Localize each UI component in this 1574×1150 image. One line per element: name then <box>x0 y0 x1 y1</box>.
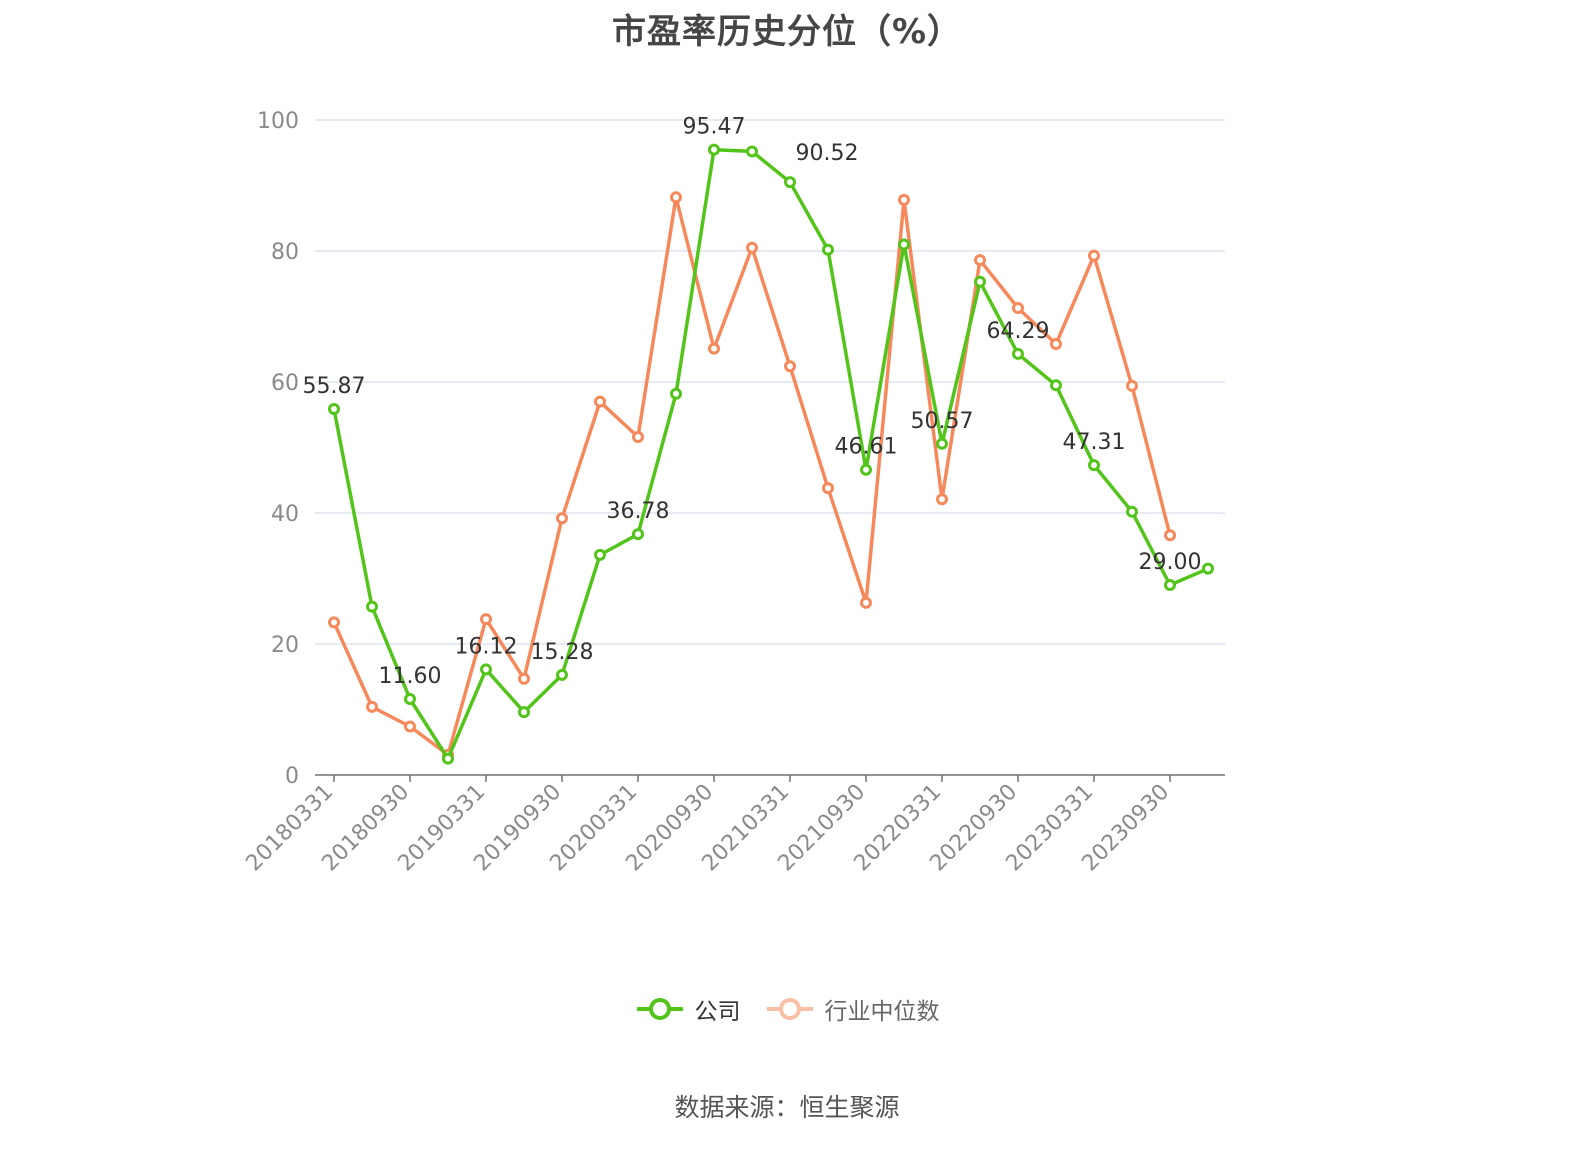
series-point-0 <box>784 176 796 189</box>
series-point-1 <box>898 193 910 206</box>
y-tick-label: 60 <box>271 371 299 396</box>
series-point-1 <box>404 720 416 733</box>
series-point-1 <box>1126 379 1138 392</box>
series-layer <box>328 143 1214 765</box>
series-point-0 <box>1164 579 1176 592</box>
series-point-0 <box>670 387 682 400</box>
series-point-0 <box>860 463 872 476</box>
legend-label-company: 公司 <box>694 999 741 1025</box>
data-source: 数据来源：恒生聚源 <box>674 1093 900 1122</box>
series-point-0 <box>366 600 378 613</box>
series-point-1 <box>822 482 834 495</box>
series-point-1 <box>708 342 720 355</box>
series-point-1 <box>1164 529 1176 542</box>
data-label: 50.57 <box>911 409 974 434</box>
data-labels: 55.87 11.60 16.12 15.28 36.78 95.47 90.52 46.61… <box>303 115 1202 689</box>
series-point-1 <box>670 191 682 204</box>
y-tick-label: 20 <box>271 633 299 658</box>
grid-lines <box>315 119 1225 645</box>
series-point-0 <box>974 275 986 288</box>
series-point-0 <box>404 693 416 706</box>
series-point-1 <box>518 672 530 685</box>
series-point-0 <box>746 145 758 158</box>
series-point-0 <box>1012 347 1024 360</box>
data-label: 64.29 <box>987 319 1050 344</box>
legend-industry-median-icon <box>766 998 813 1020</box>
legend-label-industry-median: 行业中位数 <box>824 999 940 1025</box>
series-point-1 <box>746 241 758 254</box>
data-label: 55.87 <box>303 374 366 399</box>
series-point-1 <box>366 700 378 713</box>
series-point-0 <box>518 706 530 719</box>
legend-item-company[interactable]: 公司 <box>635 992 741 1026</box>
chart-legend: 公司 行业中位数 <box>0 992 1574 1026</box>
y-tick-label: 0 <box>285 764 299 789</box>
series-point-0 <box>556 668 568 681</box>
series-point-1 <box>784 360 796 373</box>
series-point-1 <box>860 596 872 609</box>
series-point-1 <box>1050 338 1062 351</box>
series-point-1 <box>480 613 492 626</box>
data-label: 90.52 <box>796 141 859 166</box>
series-point-0 <box>442 752 454 765</box>
legend-company-icon <box>636 998 683 1020</box>
series-point-0 <box>1050 379 1062 392</box>
series-point-0 <box>1202 562 1214 575</box>
y-tick-label: 40 <box>271 502 299 527</box>
data-label: 16.12 <box>455 634 518 659</box>
series-point-0 <box>1126 505 1138 518</box>
series-point-0 <box>632 528 644 541</box>
series-point-1 <box>594 395 606 408</box>
series-point-0 <box>328 403 340 416</box>
series-line-1 <box>332 195 1172 757</box>
series-point-0 <box>822 243 834 256</box>
series-point-0 <box>1088 459 1100 472</box>
series-point-0 <box>898 238 910 251</box>
data-label: 15.28 <box>531 640 594 665</box>
data-label: 36.78 <box>607 499 670 524</box>
series-point-1 <box>1012 301 1024 314</box>
series-point-0 <box>936 437 948 450</box>
series-point-1 <box>974 254 986 267</box>
data-label: 11.60 <box>379 664 442 689</box>
series-point-1 <box>1088 249 1100 262</box>
y-tick-label: 80 <box>271 240 299 265</box>
data-label: 29.00 <box>1139 550 1202 575</box>
chart-title: 市盈率历史分位（%） <box>611 12 963 52</box>
series-point-1 <box>632 431 644 444</box>
legend-item-industry-median[interactable]: 行业中位数 <box>765 992 940 1026</box>
series-point-1 <box>936 493 948 506</box>
series-point-0 <box>708 143 720 156</box>
series-line-0 <box>332 147 1209 761</box>
series-point-1 <box>328 616 340 629</box>
data-label: 46.61 <box>835 435 898 460</box>
axes: 0204060801002018033120180930201903312019… <box>241 109 1225 876</box>
series-point-1 <box>556 512 568 525</box>
data-label: 95.47 <box>683 115 746 140</box>
data-label: 47.31 <box>1063 430 1126 455</box>
series-point-0 <box>480 663 492 676</box>
series-point-0 <box>594 548 606 561</box>
y-tick-label: 100 <box>257 109 299 134</box>
